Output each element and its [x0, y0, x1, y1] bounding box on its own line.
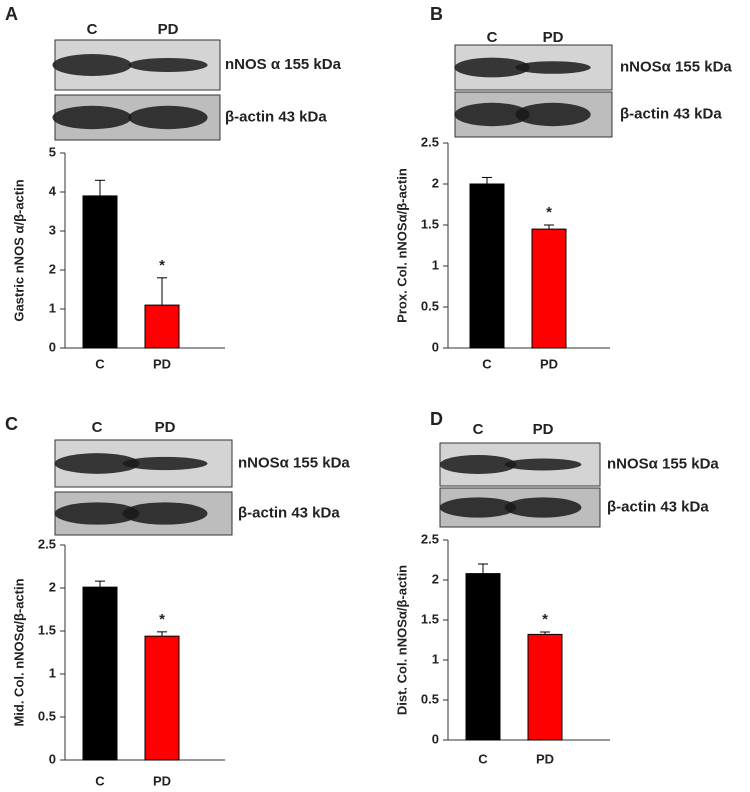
y-tick-label: 1 [432, 651, 439, 666]
blot-band-label: nNOSα 155 kDa [620, 58, 732, 75]
x-tick-label: PD [153, 773, 171, 788]
y-tick-label: 3 [49, 222, 56, 237]
y-tick-label: 0 [49, 751, 56, 766]
y-axis-label: Prox. Col. nNOSα/β-actin [394, 168, 409, 323]
blot-lane-label: PD [533, 421, 554, 438]
y-tick-label: 2.5 [421, 531, 439, 546]
blot-band [439, 455, 517, 474]
blot-lane-label: PD [158, 21, 179, 38]
significance-label: * [542, 611, 548, 628]
y-tick-label: 2 [49, 579, 56, 594]
y-tick-label: 0.5 [38, 708, 56, 723]
x-tick-label: C [95, 356, 105, 371]
bar [82, 586, 118, 761]
blot-lane-label: C [87, 21, 98, 38]
y-tick-label: 2.5 [421, 134, 439, 149]
bar [144, 304, 180, 349]
y-tick-label: 1 [49, 300, 56, 315]
blot-band-label: β-actin 43 kDa [238, 504, 340, 521]
x-tick-label: C [482, 356, 492, 371]
significance-label: * [546, 204, 552, 221]
significance-label: * [159, 611, 165, 628]
panel-letter: C [5, 414, 18, 434]
y-tick-label: 0 [49, 339, 56, 354]
blot-band [122, 456, 208, 471]
y-tick-label: 1.5 [38, 622, 56, 637]
blot-band [515, 102, 591, 127]
y-tick-label: 1 [432, 257, 439, 272]
blot-lane-label: C [487, 29, 498, 46]
blot-band [515, 61, 591, 74]
blot-band [454, 57, 530, 78]
bar [465, 573, 501, 741]
blot-band-label: β-actin 43 kDa [620, 105, 722, 122]
blot-band [54, 502, 140, 525]
x-tick-label: C [95, 773, 105, 788]
blot-lane-label: PD [155, 419, 176, 436]
blot-band [504, 458, 582, 471]
y-tick-label: 2 [432, 571, 439, 586]
bar [144, 635, 180, 761]
y-axis-label: Dist. Col. nNOSα/β-actin [394, 565, 409, 715]
blot-band-label: nNOSα 155 kDa [607, 455, 719, 472]
blot-lane-label: C [473, 421, 484, 438]
y-tick-label: 0.5 [421, 298, 439, 313]
x-tick-label: PD [536, 751, 554, 766]
y-axis-label: Mid. Col. nNOSα/β-actin [11, 578, 26, 726]
y-tick-label: 2 [432, 175, 439, 190]
blot-band [54, 453, 140, 474]
blot-band [52, 54, 132, 76]
x-tick-label: C [478, 751, 488, 766]
x-tick-label: PD [153, 356, 171, 371]
bar [531, 228, 567, 349]
y-tick-label: 2 [49, 261, 56, 276]
bar [527, 633, 563, 741]
bar [82, 195, 118, 349]
y-tick-label: 0.5 [421, 691, 439, 706]
blot-band-label: nNOS α 155 kDa [225, 56, 342, 73]
blot-band-label: β-actin 43 kDa [225, 108, 327, 125]
y-tick-label: 2.5 [38, 536, 56, 551]
blot-lane-label: C [92, 419, 103, 436]
panel-letter: B [430, 4, 443, 24]
panel-letter: D [430, 409, 443, 429]
blot-band [504, 497, 582, 518]
x-tick-label: PD [540, 356, 558, 371]
blot-band [122, 502, 208, 525]
y-axis-label: Gastric nNOS α/β-actin [11, 179, 26, 321]
y-tick-label: 1.5 [421, 611, 439, 626]
y-tick-label: 1.5 [421, 216, 439, 231]
y-tick-label: 0 [432, 731, 439, 746]
blot-band [454, 102, 530, 127]
blot-band [128, 58, 208, 72]
blot-band-label: nNOSα 155 kDa [238, 454, 350, 471]
blot-band [128, 105, 208, 130]
blot-band-label: β-actin 43 kDa [607, 498, 709, 515]
blot-band [52, 105, 132, 130]
panel-letter: A [5, 4, 18, 24]
blot-lane-label: PD [543, 29, 564, 46]
y-tick-label: 5 [49, 144, 56, 159]
y-tick-label: 4 [49, 183, 57, 198]
significance-label: * [159, 257, 165, 274]
y-tick-label: 0 [432, 339, 439, 354]
y-tick-label: 1 [49, 665, 56, 680]
blot-band [439, 497, 517, 518]
bar [469, 183, 505, 349]
